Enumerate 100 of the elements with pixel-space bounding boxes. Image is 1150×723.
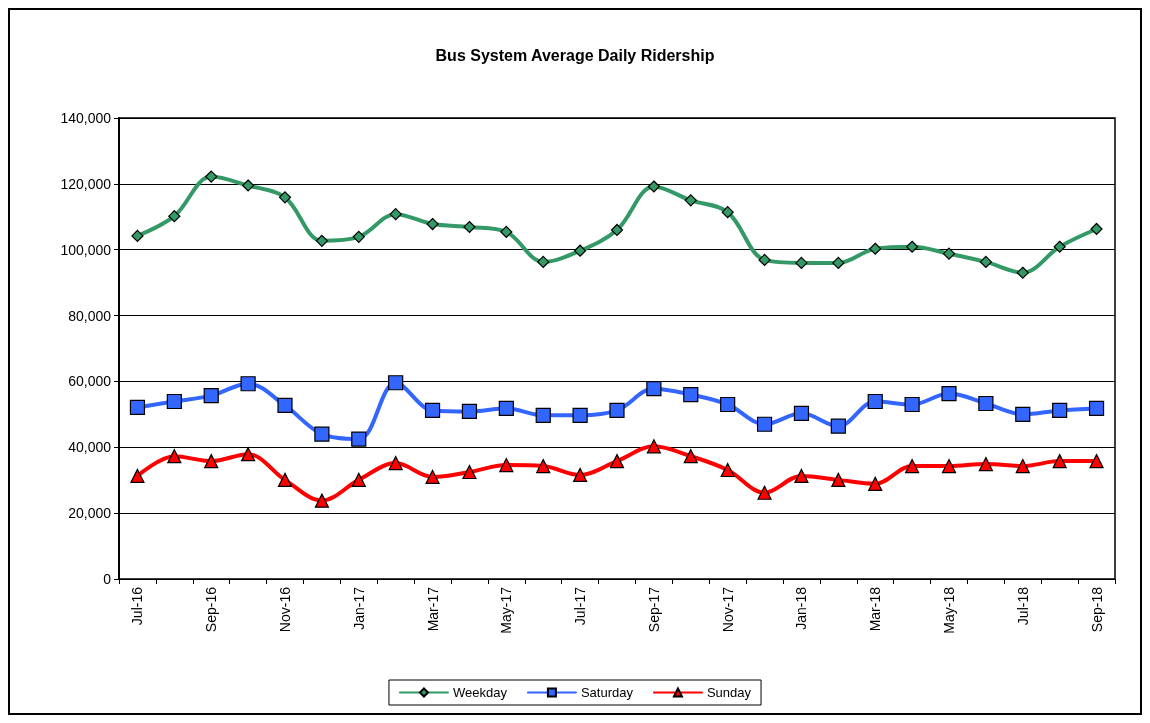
point xyxy=(1088,400,1105,417)
point xyxy=(536,458,551,474)
point xyxy=(389,208,402,221)
point xyxy=(314,493,329,508)
point xyxy=(1016,266,1029,279)
y-tick-label: 100,000 xyxy=(60,241,112,258)
point xyxy=(647,180,660,193)
point xyxy=(832,256,845,269)
point xyxy=(867,393,883,410)
point xyxy=(572,407,588,423)
point xyxy=(793,405,810,421)
point xyxy=(794,468,809,484)
point xyxy=(905,458,920,474)
point xyxy=(462,464,477,480)
point xyxy=(683,449,698,464)
point xyxy=(978,456,993,472)
point xyxy=(757,485,772,500)
point xyxy=(1052,402,1068,419)
point xyxy=(573,467,588,483)
point xyxy=(498,400,514,417)
point xyxy=(684,194,697,207)
point xyxy=(795,256,808,269)
x-tick-label: Sep-18 xyxy=(1088,586,1105,633)
point xyxy=(499,457,514,473)
point xyxy=(831,472,846,487)
point xyxy=(351,472,366,487)
point xyxy=(535,407,551,423)
point xyxy=(500,225,513,239)
point xyxy=(131,229,144,242)
point xyxy=(242,179,255,192)
point xyxy=(203,387,219,404)
point xyxy=(463,220,476,234)
point xyxy=(609,402,625,419)
point xyxy=(1015,406,1031,422)
point xyxy=(683,387,699,403)
y-tick-label: 140,000 xyxy=(60,110,112,126)
x-tick-label: Nov-16 xyxy=(277,586,293,633)
point xyxy=(904,396,920,413)
x-tick-label: Sep-17 xyxy=(645,586,662,633)
point xyxy=(277,472,293,487)
point xyxy=(1015,458,1030,474)
x-tick-label: Jul-18 xyxy=(1014,586,1031,626)
point xyxy=(351,431,367,447)
point xyxy=(168,210,181,223)
x-tick-label: Jan-17 xyxy=(350,586,367,630)
point xyxy=(869,242,882,255)
point xyxy=(868,476,883,491)
x-tick-label: Mar-18 xyxy=(867,586,884,632)
y-tick-label: 120,000 xyxy=(60,175,112,192)
point xyxy=(941,386,957,402)
point xyxy=(537,255,550,268)
point xyxy=(388,375,404,391)
point xyxy=(756,416,773,432)
point xyxy=(277,397,293,414)
chart-title: Bus System Average Daily Ridership xyxy=(435,46,715,64)
point xyxy=(941,458,957,474)
point xyxy=(979,255,992,268)
point xyxy=(314,426,330,442)
point xyxy=(129,399,146,416)
point xyxy=(830,418,846,434)
legend-label: Saturday xyxy=(580,685,634,700)
point xyxy=(461,403,478,419)
x-tick-label: Jan-18 xyxy=(793,586,810,630)
point xyxy=(426,217,439,231)
point xyxy=(425,469,440,485)
x-tick-label: Jul-17 xyxy=(572,586,589,626)
x-tick-label: Mar-17 xyxy=(424,586,441,632)
point xyxy=(610,223,624,237)
x-tick-label: Jul-16 xyxy=(129,586,146,626)
point xyxy=(204,454,219,469)
y-tick-label: 20,000 xyxy=(68,505,112,522)
point xyxy=(1089,454,1104,469)
y-tick-label: 60,000 xyxy=(68,373,112,390)
y-tick-label: 0 xyxy=(103,571,112,587)
x-tick-label: May-18 xyxy=(941,586,957,634)
point xyxy=(241,447,256,462)
point xyxy=(720,396,736,413)
x-tick-label: May-17 xyxy=(498,586,515,634)
x-tick-label: Nov-17 xyxy=(719,586,736,633)
point xyxy=(424,402,441,419)
legend-label: Weekday xyxy=(452,685,508,700)
y-tick-label: 80,000 xyxy=(68,307,112,324)
point xyxy=(720,462,735,478)
point xyxy=(315,234,328,247)
point xyxy=(574,244,587,257)
point xyxy=(758,253,771,267)
point xyxy=(721,206,734,219)
x-tick-label: Sep-16 xyxy=(203,586,220,633)
point xyxy=(609,454,625,469)
point xyxy=(240,376,256,392)
point xyxy=(942,247,956,260)
point xyxy=(352,230,365,243)
point xyxy=(130,468,145,484)
point xyxy=(1053,240,1066,253)
point xyxy=(1052,454,1067,469)
point xyxy=(205,170,218,183)
point xyxy=(906,240,919,253)
point xyxy=(167,449,182,464)
point xyxy=(646,439,661,454)
point xyxy=(1090,222,1103,236)
